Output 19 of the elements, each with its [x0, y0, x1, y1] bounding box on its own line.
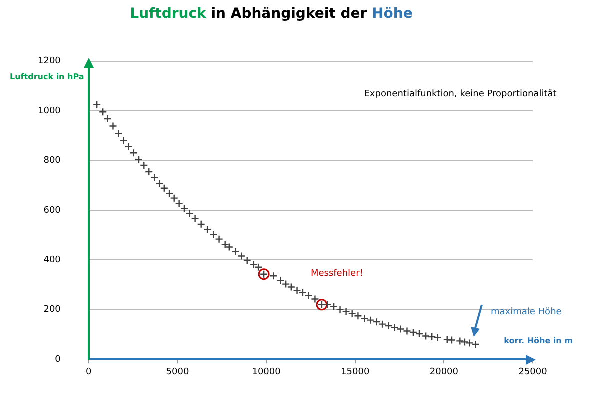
chart-title: Luftdruck in Abhängigkeit der Höhe	[130, 6, 413, 22]
x-tick-label: 15000	[341, 367, 370, 378]
x-tick-label: 10000	[252, 367, 282, 378]
y-tick-label: 400	[44, 256, 62, 266]
y-tick-label: 200	[44, 305, 62, 316]
x-axis-title: korr. Höhe in m	[504, 336, 573, 346]
x-tick-label: 5000	[166, 367, 190, 378]
y-tick-label: 1200	[38, 56, 62, 67]
x-tick-label: 0	[86, 367, 92, 378]
x-tick-label: 25000	[518, 367, 548, 378]
y-tick-label: 800	[44, 156, 62, 166]
x-tick-label: 20000	[430, 367, 459, 378]
annotation: maximale Höhe	[491, 308, 562, 318]
y-axis-title: Luftdruck in hPa	[10, 72, 84, 82]
y-tick-label: 1000	[38, 106, 62, 116]
annotation: Messfehler!	[310, 269, 364, 280]
y-tick-label: 0	[55, 354, 62, 365]
annotation: Exponentialfunktion, keine Proportionalität	[364, 89, 558, 100]
y-tick-label: 600	[44, 206, 62, 216]
